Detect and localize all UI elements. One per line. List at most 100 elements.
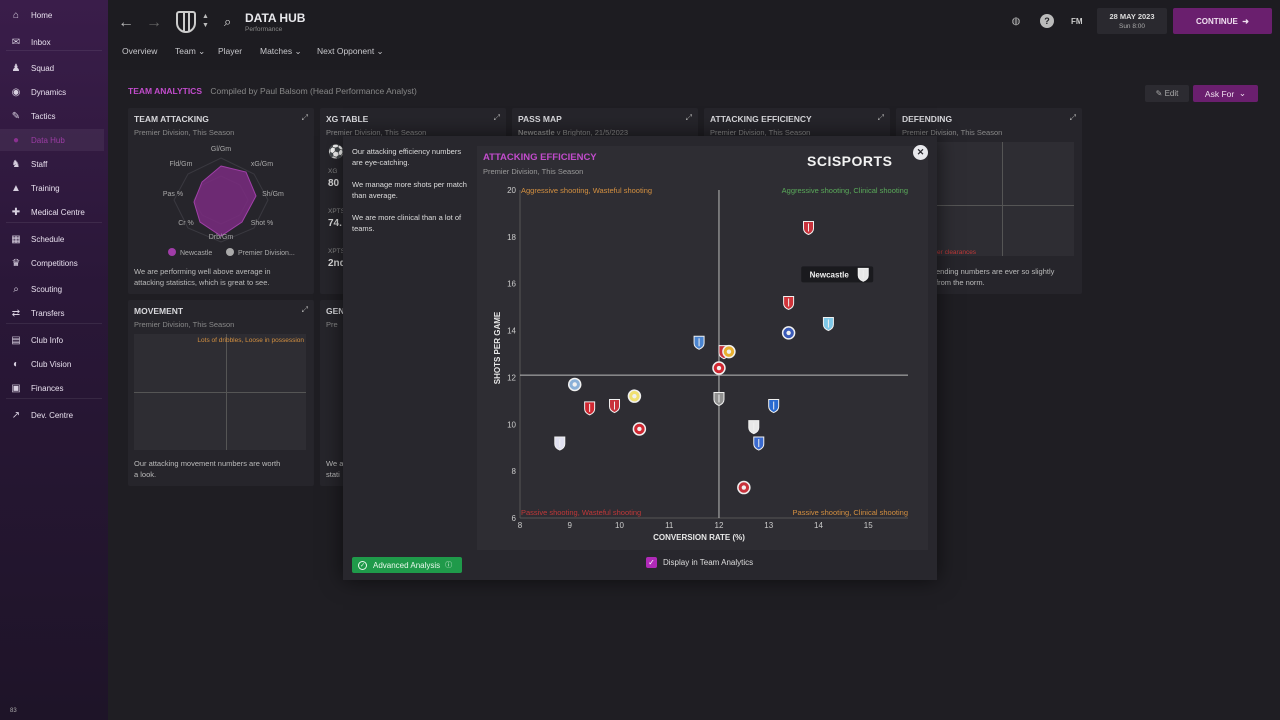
sidebar-item-dynamics[interactable]: ◉ Dynamics xyxy=(0,81,104,103)
sidebar-item-training[interactable]: ▲ Training xyxy=(0,177,104,199)
sidebar-item-finances[interactable]: ▣ Finances xyxy=(0,377,104,399)
xpts-pos-value: 2nd xyxy=(328,258,346,269)
back-arrow-icon[interactable]: ← xyxy=(118,14,134,31)
date-text: 28 MAY 2023 xyxy=(1109,12,1155,21)
y-tick-label: 18 xyxy=(507,233,516,242)
sidebar-item-club-vision[interactable]: ◐ Club Vision xyxy=(0,353,104,375)
team-attacking-card[interactable]: TEAM ATTACKING Premier Division, This Se… xyxy=(128,108,314,294)
legend-swatch-league xyxy=(226,248,234,256)
team-crest-point-center xyxy=(741,485,747,490)
tab-overview[interactable]: Overview xyxy=(122,46,158,56)
sidebar-item-label: Competitions xyxy=(31,258,78,268)
continue-button[interactable]: CONTINUE ➜ xyxy=(1173,8,1272,34)
card-subtitle: Pre xyxy=(326,320,338,329)
date-display[interactable]: 28 MAY 2023 Sun 8:00 xyxy=(1097,8,1167,34)
x-tick-label: 11 xyxy=(665,521,674,530)
y-tick-label: 10 xyxy=(507,420,516,429)
football-icon: ⚽ xyxy=(328,144,345,159)
data-hub-icon: ● xyxy=(12,134,20,146)
advanced-analysis-button[interactable]: ✓ Advanced Analysis ⓘ xyxy=(352,557,462,573)
sidebar-item-medical-centre[interactable]: ✚ Medical Centre xyxy=(0,201,104,223)
help-icon[interactable]: ? xyxy=(1040,14,1054,28)
sidebar-item-dev-centre[interactable]: ↗ Dev. Centre xyxy=(0,404,104,426)
home-icon: ⌂ xyxy=(12,9,20,21)
card-title: DEFENDING xyxy=(902,114,953,124)
card-description: Our attacking movement numbers are worth… xyxy=(134,459,281,479)
expand-icon[interactable]: ⤢ xyxy=(1069,113,1076,122)
page-subtitle: Performance xyxy=(245,26,283,33)
y-tick-label: 6 xyxy=(512,514,517,523)
tab-player[interactable]: Player xyxy=(218,46,243,56)
sidebar-item-inbox[interactable]: ✉ Inbox xyxy=(0,31,104,53)
movement-card[interactable]: MOVEMENT Premier Division, This Season ⤢… xyxy=(128,300,314,486)
sidebar-item-competitions[interactable]: ♛ Competitions xyxy=(0,252,104,274)
scisports-logo: SCISPORTS xyxy=(807,153,893,169)
team-analytics-title: TEAM ANALYTICS xyxy=(128,86,202,96)
sidebar-item-label: Scouting xyxy=(31,284,63,294)
fm-menu[interactable]: FM xyxy=(1071,17,1083,26)
y-tick-label: 12 xyxy=(507,373,516,382)
expand-icon[interactable]: ⤢ xyxy=(493,113,500,122)
tab-matches[interactable]: Matches ⌄ xyxy=(260,46,302,56)
sidebar-item-data-hub[interactable]: ● Data Hub xyxy=(0,129,104,151)
y-tick-label: 8 xyxy=(512,467,517,476)
sidebar-item-tactics[interactable]: ✎ Tactics xyxy=(0,105,104,127)
sidebar-item-label: Training xyxy=(31,183,60,193)
team-crest-point-center xyxy=(786,330,791,336)
card-title: GEN xyxy=(326,306,345,316)
radar-axis-label: Sh/Gm xyxy=(262,191,284,198)
x-tick-label: 12 xyxy=(715,521,724,530)
sidebar-divider xyxy=(6,323,102,324)
tab-team[interactable]: Team ⌄ xyxy=(175,46,206,56)
sidebar-item-scouting[interactable]: ⌕ Scouting xyxy=(0,278,104,300)
club-switch-icon[interactable]: ▲ ▼ xyxy=(202,13,209,29)
xg-label: XG xyxy=(328,168,338,175)
display-in-team-analytics-checkbox[interactable]: ✓ Display in Team Analytics xyxy=(646,557,753,568)
note: Our attacking efficiency numbers are eye… xyxy=(352,147,462,167)
x-tick-label: 8 xyxy=(518,521,523,530)
sidebar-item-label: Schedule xyxy=(31,234,65,244)
forward-arrow-icon[interactable]: → xyxy=(146,14,162,31)
tab-next-opponent[interactable]: Next Opponent ⌄ xyxy=(317,46,384,56)
modal-subtitle: Premier Division, This Season xyxy=(483,167,584,176)
radar-axis-label: Pas % xyxy=(163,191,183,198)
card-subtitle: Premier Division, This Season xyxy=(902,128,1003,137)
checkbox-checked-icon: ✓ xyxy=(646,557,657,568)
club-crest-icon[interactable] xyxy=(176,11,196,33)
expand-icon[interactable]: ⤢ xyxy=(877,113,884,122)
x-tick-label: 15 xyxy=(864,521,873,530)
sidebar-item-club-info[interactable]: ▤ Club Info xyxy=(0,329,104,351)
card-subtitle: Premier Division, This Season xyxy=(710,128,811,137)
edit-button[interactable]: ✎ Edit xyxy=(1145,85,1189,102)
modal-title: ATTACKING EFFICIENCY xyxy=(483,152,597,163)
sidebar-item-label: Dev. Centre xyxy=(31,410,74,420)
expand-icon[interactable]: ⤢ xyxy=(301,113,308,122)
team-analytics-header: TEAM ANALYTICS Compiled by Paul Balsom (… xyxy=(128,86,417,96)
sidebar-item-schedule[interactable]: ▦ Schedule xyxy=(0,228,104,250)
y-tick-label: 16 xyxy=(507,280,516,289)
continue-arrow-icon: ➜ xyxy=(1242,16,1249,26)
pencil-icon: ✎ xyxy=(1155,89,1163,98)
sidebar-item-staff[interactable]: ♞ Staff xyxy=(0,153,104,175)
quadrant-label-bottom-right: Passive shooting, Clinical shooting xyxy=(793,508,908,517)
y-tick-label: 20 xyxy=(507,186,516,195)
radar-axis-label: xG/Gm xyxy=(251,161,273,168)
y-tick-label: 14 xyxy=(507,327,516,336)
team-crest-point-center xyxy=(572,382,577,387)
sidebar-item-transfers[interactable]: ⇄ Transfers xyxy=(0,302,104,324)
card-description: ending numbers are ever so slightly from … xyxy=(936,267,1055,287)
sidebar-item-squad[interactable]: ♟ Squad xyxy=(0,57,104,79)
sidebar-item-home[interactable]: ⌂ Home xyxy=(0,4,104,26)
sidebar-item-label: Data Hub xyxy=(31,135,65,145)
close-icon[interactable]: ✕ xyxy=(913,145,928,160)
card-subtitle: Premier Division, This Season xyxy=(134,128,235,137)
ask-for-button[interactable]: Ask For ⌄ xyxy=(1193,85,1258,102)
legend-swatch-newcastle xyxy=(168,248,176,256)
expand-icon[interactable]: ⤢ xyxy=(301,305,308,314)
schedule-icon: ▦ xyxy=(11,233,21,245)
globe-icon[interactable]: ◍ xyxy=(1011,15,1021,27)
search-icon[interactable]: ⌕ xyxy=(224,14,232,29)
staff-icon: ♞ xyxy=(11,158,21,170)
transfers-icon: ⇄ xyxy=(11,307,21,319)
expand-icon[interactable]: ⤢ xyxy=(685,113,692,122)
